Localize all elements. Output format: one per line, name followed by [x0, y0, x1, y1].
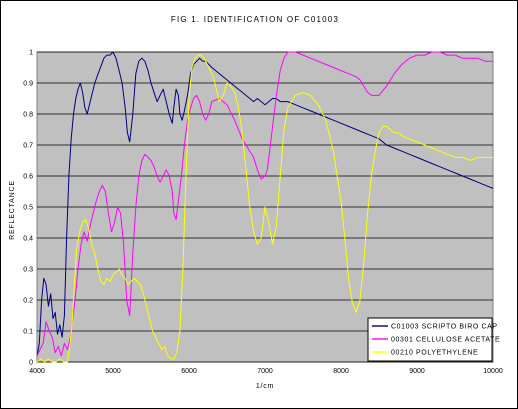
- y-tick-label: 0: [29, 360, 33, 367]
- x-tick-label: 9000: [409, 368, 425, 375]
- legend-box: [367, 317, 493, 362]
- y-tick-label: 0.5: [23, 205, 33, 212]
- y-tick-label: 1: [29, 50, 33, 57]
- y-tick-label: 0.3: [23, 267, 33, 274]
- x-tick-label: 4000: [29, 368, 45, 375]
- legend-label-2: 00210 POLYETHYLENE: [391, 350, 478, 357]
- x-tick-label: 6000: [181, 368, 197, 375]
- legend: C01003 SCRIPTO BIRO CAP 00301 CELLULOSE A…: [367, 317, 500, 362]
- y-tick-label: 0.1: [23, 329, 33, 336]
- y-tick-label: 0.4: [23, 236, 33, 243]
- y-tick-labels: 0 0.1 0.2 0.3 0.4 0.5 0.6 0.7 0.8 0.9 1: [23, 50, 33, 367]
- x-tick-labels: 4000 5000 6000 7000 8000 9000 10000: [29, 368, 503, 375]
- chart-title: FIG 1. IDENTIFICATION OF C01003: [171, 15, 339, 24]
- y-tick-label: 0.9: [23, 81, 33, 88]
- legend-label-1: 00301 CELLULOSE ACETATE: [391, 337, 500, 344]
- x-axis-label: 1/cm: [256, 383, 274, 390]
- series-lines: [36, 51, 494, 363]
- x-tick-label: 8000: [333, 368, 349, 375]
- x-tick-label: 5000: [105, 368, 121, 375]
- legend-label-0: C01003 SCRIPTO BIRO CAP: [391, 324, 498, 331]
- y-tick-label: 0.8: [23, 112, 33, 119]
- x-tick-label: 7000: [257, 368, 273, 375]
- series-line-1: [36, 51, 493, 357]
- series-line-2: [36, 54, 493, 363]
- x-tick-label: 10000: [483, 368, 503, 375]
- grid-lines: [37, 51, 493, 363]
- y-axis-label: REFLECTANCE: [9, 180, 16, 240]
- y-tick-label: 0.6: [23, 174, 33, 181]
- series-line-0: [36, 51, 494, 356]
- y-tick-label: 0.2: [23, 298, 33, 305]
- y-tick-label: 0.7: [23, 143, 33, 150]
